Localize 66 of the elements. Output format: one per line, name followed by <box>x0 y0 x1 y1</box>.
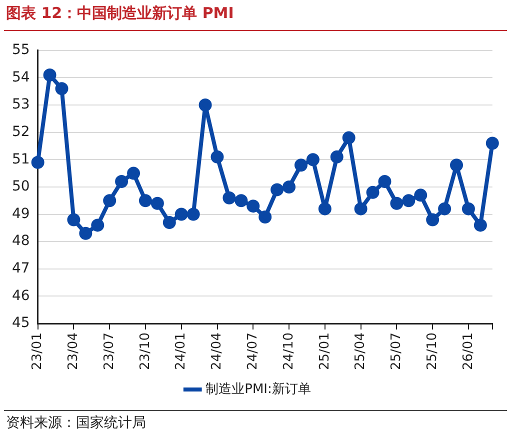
point <box>115 175 128 188</box>
point <box>462 202 475 216</box>
x-tick-label: 23/10 <box>138 332 153 370</box>
y-tick-label: 54 <box>12 69 30 86</box>
x-tick-label: 25/07 <box>389 332 404 370</box>
point <box>306 153 320 166</box>
point <box>270 183 284 196</box>
point <box>31 156 44 169</box>
point <box>55 82 68 96</box>
point <box>354 202 368 216</box>
x-tick-label: 23/01 <box>30 332 46 370</box>
point <box>127 166 140 180</box>
point <box>402 194 416 208</box>
point <box>450 158 464 172</box>
point <box>366 186 380 199</box>
point <box>43 68 56 82</box>
point <box>246 200 260 213</box>
point <box>174 208 188 221</box>
point <box>103 194 116 208</box>
x-tick-label: 25/10 <box>424 332 440 370</box>
y-tick-label: 49 <box>12 206 30 222</box>
chart-title: 图表 12：中国制造业新订单 PMI <box>6 4 234 23</box>
x-tick-label: 23/04 <box>66 332 82 370</box>
point <box>414 188 428 202</box>
y-tick-label: 50 <box>12 178 30 195</box>
point <box>138 194 152 208</box>
point <box>378 175 392 188</box>
point <box>150 196 164 210</box>
point <box>234 194 248 208</box>
text: 资料来源：国家统计局 <box>6 414 146 432</box>
point <box>222 191 236 204</box>
y-tick-label: 48 <box>12 233 30 250</box>
point <box>67 213 80 226</box>
y-tick-label: 53 <box>12 96 30 113</box>
x-tick-label: 25/01 <box>317 332 332 370</box>
point <box>198 98 212 112</box>
point <box>258 210 272 224</box>
y-tick-label: 45 <box>12 315 30 332</box>
point <box>282 180 296 194</box>
point <box>162 216 176 229</box>
y-tick-label: 47 <box>12 260 30 277</box>
point <box>486 136 499 150</box>
x-tick-label: 24/01 <box>174 332 189 370</box>
point <box>426 213 440 226</box>
x-tick-label: 25/04 <box>353 332 368 370</box>
point <box>186 208 200 221</box>
x-tick-label: 24/04 <box>210 332 225 370</box>
x-tick-label: 23/07 <box>102 332 117 370</box>
point <box>318 202 332 216</box>
point <box>79 226 92 240</box>
legend-label: 制造业PMI:新订单 <box>206 382 311 397</box>
point <box>330 150 344 164</box>
y-tick-label: 46 <box>12 288 30 304</box>
x-tick-label: 24/07 <box>246 332 261 370</box>
y-tick-label: 55 <box>12 42 30 58</box>
point <box>474 218 487 232</box>
x-tick-label: 24/10 <box>281 332 296 370</box>
point <box>91 218 104 232</box>
point <box>210 150 224 164</box>
point <box>390 196 404 210</box>
point <box>438 202 452 216</box>
point <box>294 158 308 172</box>
y-tick-label: 52 <box>12 124 30 140</box>
y-tick-label: 51 <box>12 151 30 168</box>
point <box>342 131 356 144</box>
x-tick-label: 26/01 <box>460 332 476 370</box>
